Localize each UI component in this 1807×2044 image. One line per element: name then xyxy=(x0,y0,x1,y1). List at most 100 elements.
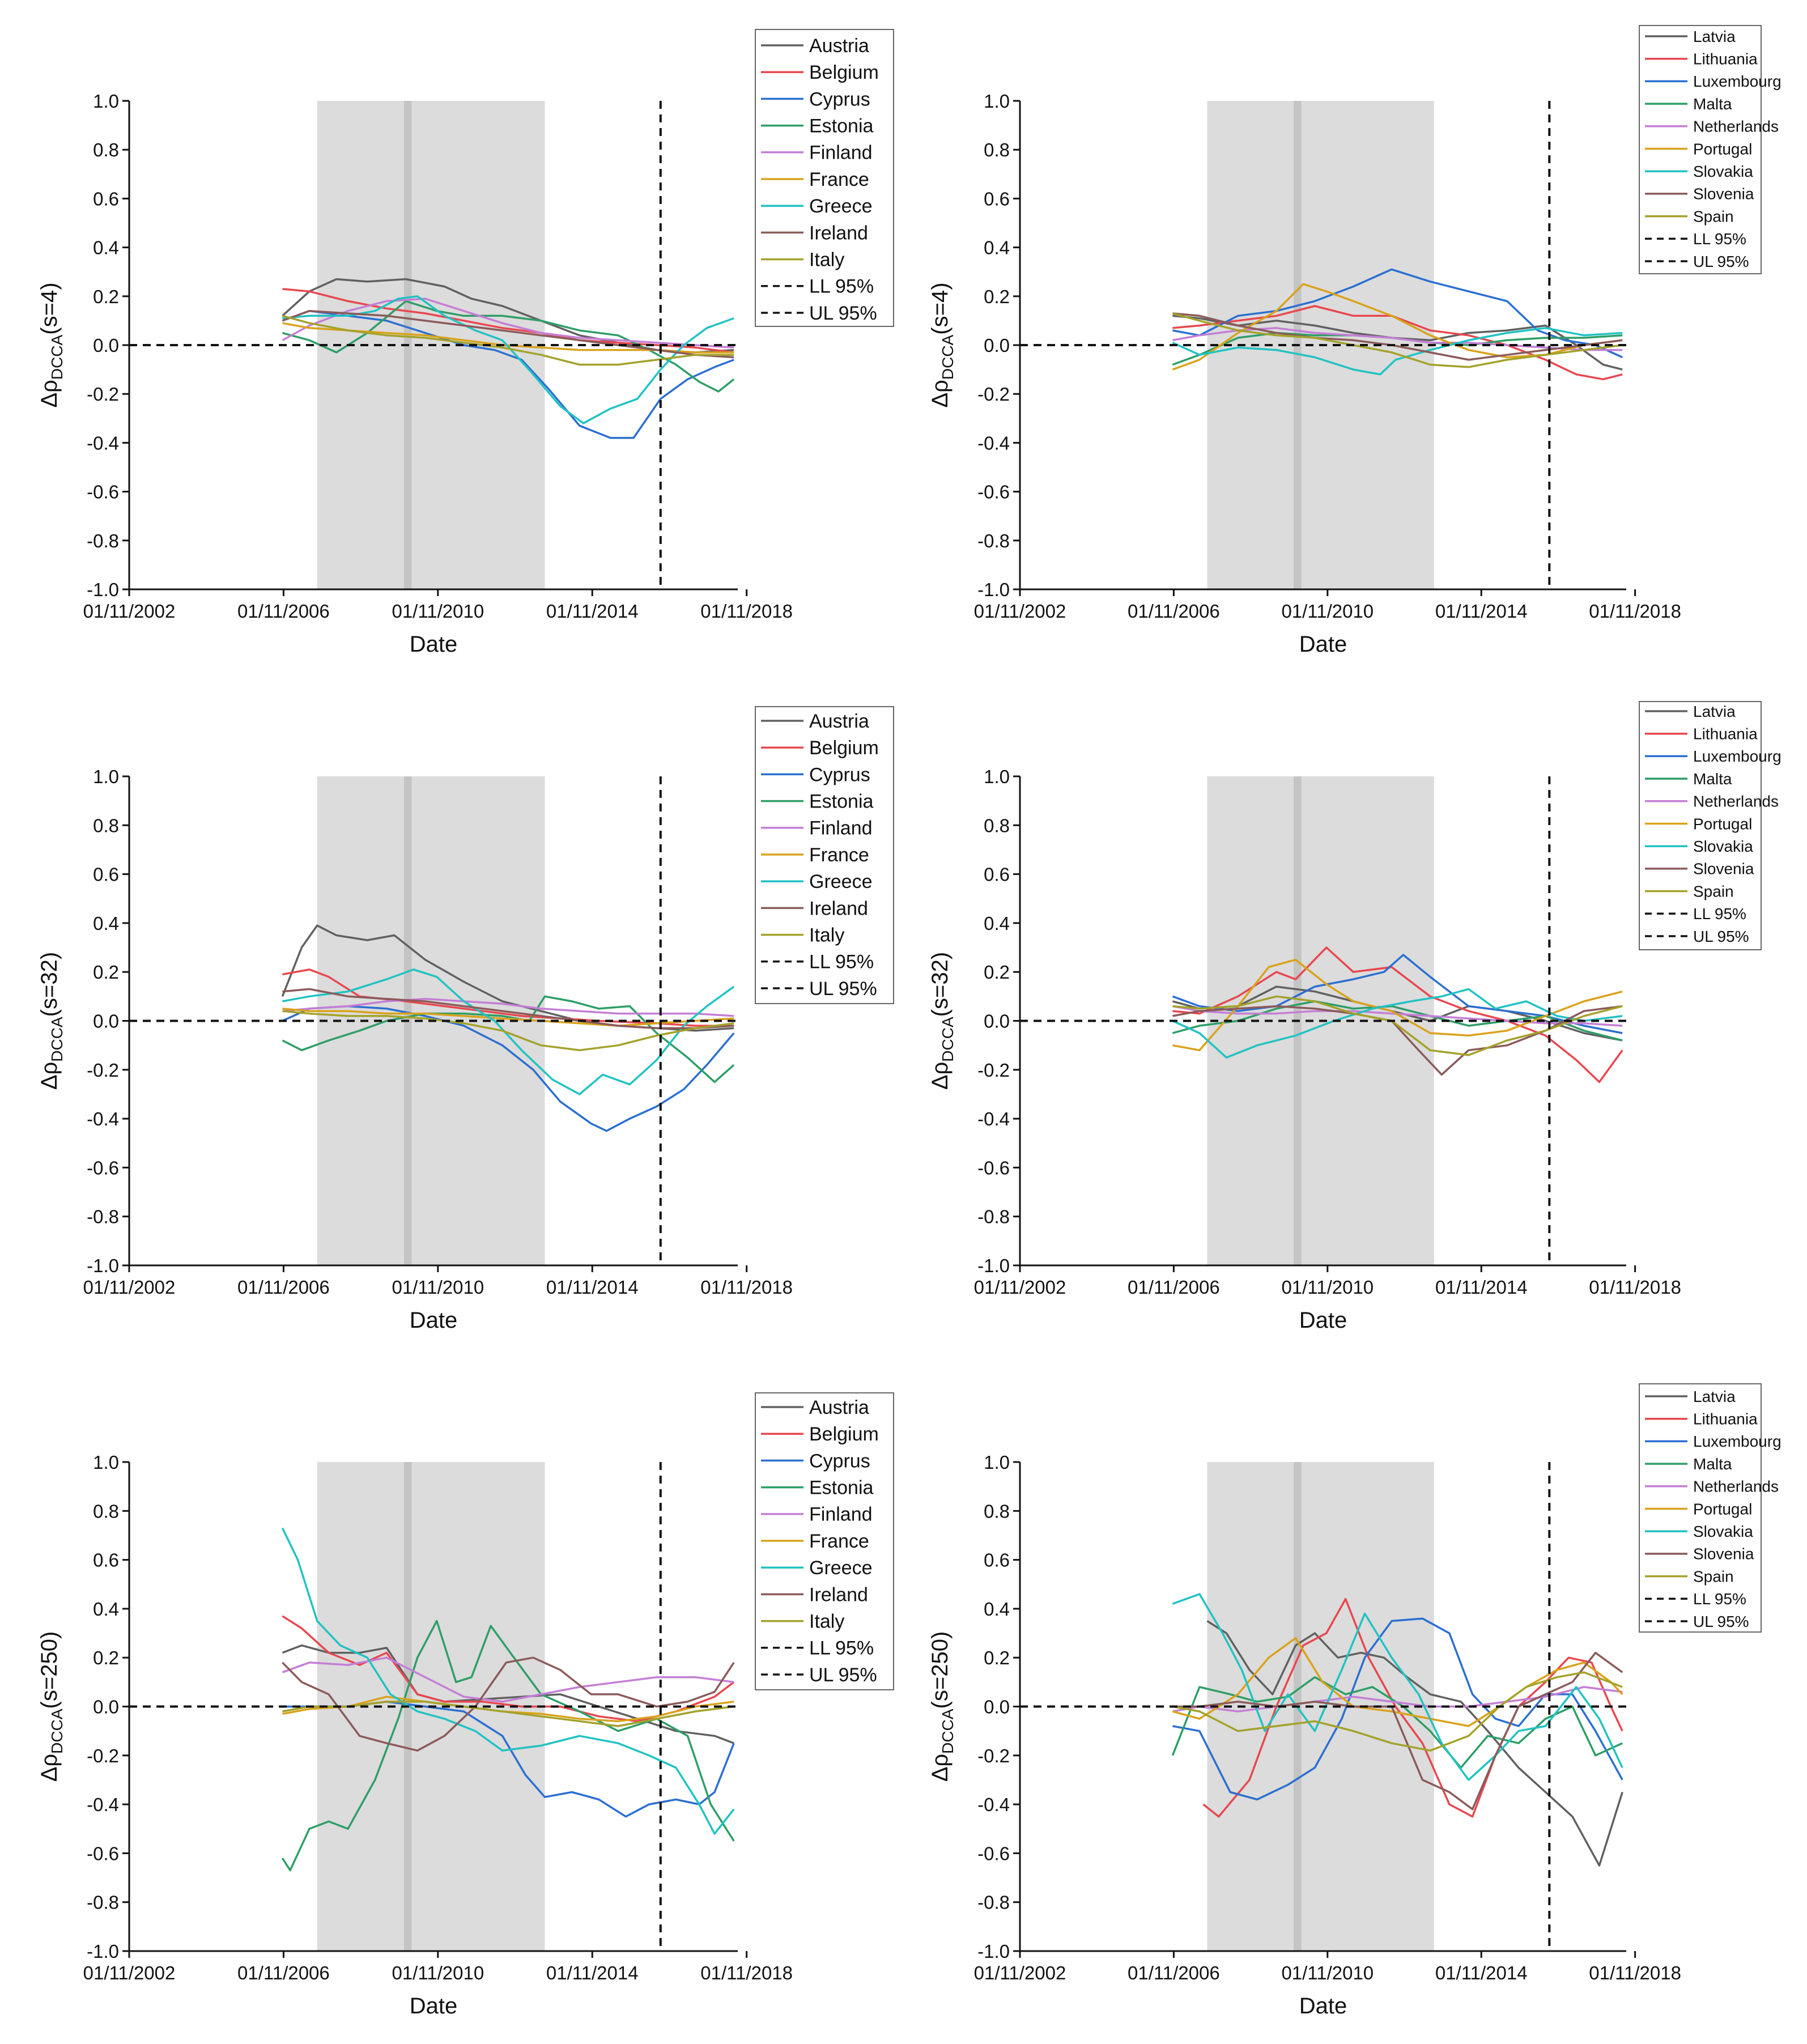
legend-label: Greece xyxy=(809,871,873,893)
series-line-cyprus xyxy=(282,309,734,439)
y-axis-label: ΔρDCCA(s=4) xyxy=(928,282,956,407)
y-tick-label: 0.2 xyxy=(93,286,119,307)
y-tick-label: -0.8 xyxy=(87,1206,119,1227)
y-tick-label: 0.8 xyxy=(984,1501,1010,1522)
series-line-ireland xyxy=(282,1656,735,1752)
x-tick-label: 01/11/2002 xyxy=(83,1277,176,1298)
y-axis-label: ΔρDCCA(s=4) xyxy=(37,282,66,407)
legend-label: LL 95% xyxy=(809,276,874,298)
legend-label: Italy xyxy=(809,925,844,946)
y-tick-label: 0.2 xyxy=(984,1647,1010,1668)
x-tick-label: 01/11/2014 xyxy=(1435,1277,1528,1298)
x-tick-label: 01/11/2006 xyxy=(1128,1962,1220,1983)
y-tick-label: 0.0 xyxy=(984,1697,1010,1718)
y-tick-label: 0.2 xyxy=(984,286,1010,307)
legend-label: Belgium xyxy=(809,737,879,759)
legend-label: Slovakia xyxy=(1693,163,1753,180)
legend-label: UL 95% xyxy=(1693,1613,1749,1630)
series-line-netherlands xyxy=(1172,1005,1623,1027)
legend-label: Greece xyxy=(809,196,873,217)
legend-label: Latvia xyxy=(1693,703,1736,720)
series-line-greece xyxy=(281,1527,735,1835)
series-line-cyprus xyxy=(282,1005,735,1132)
y-tick-label: -1.0 xyxy=(87,1255,119,1276)
legend-label: Slovenia xyxy=(1693,185,1754,203)
series-line-spain xyxy=(1172,312,1623,368)
y-tick-label: -0.6 xyxy=(977,1157,1010,1178)
legend-label: Lithuania xyxy=(1693,1410,1758,1428)
x-tick-label: 01/11/2014 xyxy=(546,1277,639,1298)
y-tick-label: -1.0 xyxy=(87,1941,119,1962)
x-tick-label: 01/11/2014 xyxy=(546,601,639,622)
legend-label: Netherlands xyxy=(1693,118,1779,135)
x-tick-label: 01/11/2002 xyxy=(974,601,1066,622)
legend-label: Greece xyxy=(809,1557,873,1579)
legend-label: Cyprus xyxy=(809,88,870,110)
x-axis-label: Date xyxy=(1299,1308,1347,1333)
y-tick-label: 0.6 xyxy=(93,1550,119,1571)
series-line-lithuania xyxy=(1172,946,1623,1083)
legend-label: Finland xyxy=(809,142,873,164)
x-axis-label: Date xyxy=(410,632,458,657)
x-tick-label: 01/11/2018 xyxy=(700,1277,793,1298)
series-line-greece xyxy=(282,295,734,424)
x-tick-label: 01/11/2010 xyxy=(1281,1962,1374,1983)
y-tick-label: 0.8 xyxy=(93,1501,119,1522)
y-tick-label: 0.2 xyxy=(93,1647,119,1668)
y-tick-label: -0.2 xyxy=(87,1060,119,1081)
y-tick-label: 0.6 xyxy=(984,188,1010,209)
x-tick-label: 01/11/2002 xyxy=(974,1962,1066,1983)
y-tick-label: 0.6 xyxy=(93,864,119,885)
legend-label: Lithuania xyxy=(1693,725,1758,743)
legend-label: Malta xyxy=(1693,770,1732,788)
x-tick-label: 01/11/2010 xyxy=(1281,1277,1374,1298)
x-tick-label: 01/11/2006 xyxy=(1128,1277,1220,1298)
legend-label: Slovakia xyxy=(1693,1523,1753,1540)
x-tick-label: 01/11/2006 xyxy=(1128,601,1220,622)
series-line-spain xyxy=(1172,1671,1623,1752)
y-tick-label: -0.2 xyxy=(977,1060,1010,1081)
series-line-belgium xyxy=(282,288,734,354)
chart-panel-2: -1.0 -0.8 -0.6 -0.4 -0.2 0.0 0.2 0.4 0.6 0.8 1.0 01… xyxy=(928,25,1782,657)
legend-label: Austria xyxy=(809,711,869,732)
y-tick-label: -0.4 xyxy=(977,1794,1010,1815)
series-line-luxembourg xyxy=(1172,954,1623,1034)
legend-label: Portugal xyxy=(1693,140,1752,158)
legend-box xyxy=(1639,701,1762,950)
legend-label: Luxembourg xyxy=(1693,747,1782,765)
y-tick-label: 0.8 xyxy=(984,815,1010,836)
legend-label: Estonia xyxy=(809,791,873,813)
legend-label: Spain xyxy=(1693,882,1734,900)
legend-label: Italy xyxy=(809,1611,844,1633)
legend-label: France xyxy=(809,1531,869,1552)
y-tick-label: 0.8 xyxy=(984,139,1010,160)
series-line-finland xyxy=(282,298,734,349)
x-axis-label: Date xyxy=(410,1308,458,1333)
legend-label: UL 95% xyxy=(809,1664,877,1686)
y-axis-label: ΔρDCCA(s=250) xyxy=(928,1631,956,1782)
y-axis-label: ΔρDCCA(s=32) xyxy=(37,952,66,1090)
series-line-greece xyxy=(282,968,735,1095)
legend-label: Finland xyxy=(809,818,873,839)
y-tick-label: -1.0 xyxy=(977,1255,1010,1276)
y-tick-label: -0.6 xyxy=(977,1843,1010,1864)
y-tick-label: 0.6 xyxy=(93,188,119,209)
series-line-italy xyxy=(282,1010,734,1052)
y-tick-label: 0.0 xyxy=(984,1011,1010,1032)
legend-label: Lithuania xyxy=(1693,50,1758,68)
x-tick-label: 01/11/2006 xyxy=(237,601,330,622)
legend-label: UL 95% xyxy=(809,978,877,1000)
y-tick-label: 1.0 xyxy=(93,766,119,787)
y-tick-label: -0.2 xyxy=(87,1745,119,1766)
legend-label: Finland xyxy=(809,1504,873,1525)
y-tick-label: 0.6 xyxy=(984,1550,1010,1571)
y-tick-label: 0.4 xyxy=(93,237,119,258)
x-tick-label: 01/11/2018 xyxy=(1589,1962,1681,1983)
x-tick-label: 01/11/2002 xyxy=(83,601,176,622)
y-tick-label: 1.0 xyxy=(984,91,1010,112)
x-axis-label: Date xyxy=(1299,1994,1347,2018)
legend-label: Spain xyxy=(1693,207,1734,225)
x-tick-label: 01/11/2018 xyxy=(700,601,793,622)
legend-label: LL 95% xyxy=(1693,1590,1746,1608)
series-line-finland xyxy=(282,1656,734,1703)
